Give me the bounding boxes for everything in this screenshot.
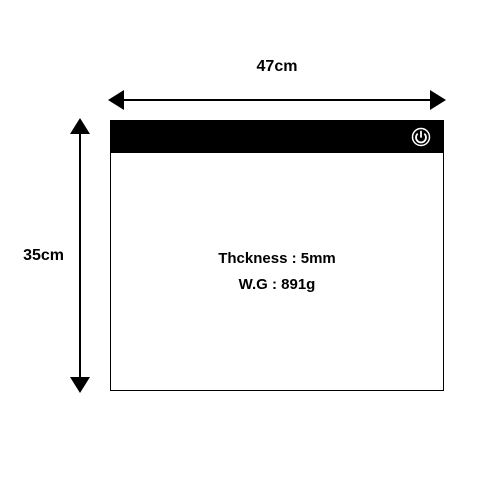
arrow-line (79, 120, 81, 391)
product-outline: Thckness : 5mm W.G : 891g (110, 120, 444, 391)
arrow-head-right-icon (430, 90, 446, 110)
thickness-spec: Thckness : 5mm (218, 246, 336, 272)
height-dimension-label: 35cm (0, 120, 66, 391)
arrow-line (110, 99, 444, 101)
arrow-head-left-icon (108, 90, 124, 110)
weight-spec: W.G : 891g (239, 272, 316, 298)
height-dimension-arrow (70, 120, 90, 391)
product-body: Thckness : 5mm W.G : 891g (111, 153, 443, 390)
width-dimension-arrow (110, 90, 444, 110)
diagram-canvas: 47cm 35cm Thckness : 5mm W.G : 891g (0, 0, 500, 500)
product-top-bar (111, 121, 443, 153)
arrow-head-up-icon (70, 118, 90, 134)
power-icon (411, 127, 431, 147)
width-dimension-label: 47cm (110, 58, 444, 76)
arrow-head-down-icon (70, 377, 90, 393)
